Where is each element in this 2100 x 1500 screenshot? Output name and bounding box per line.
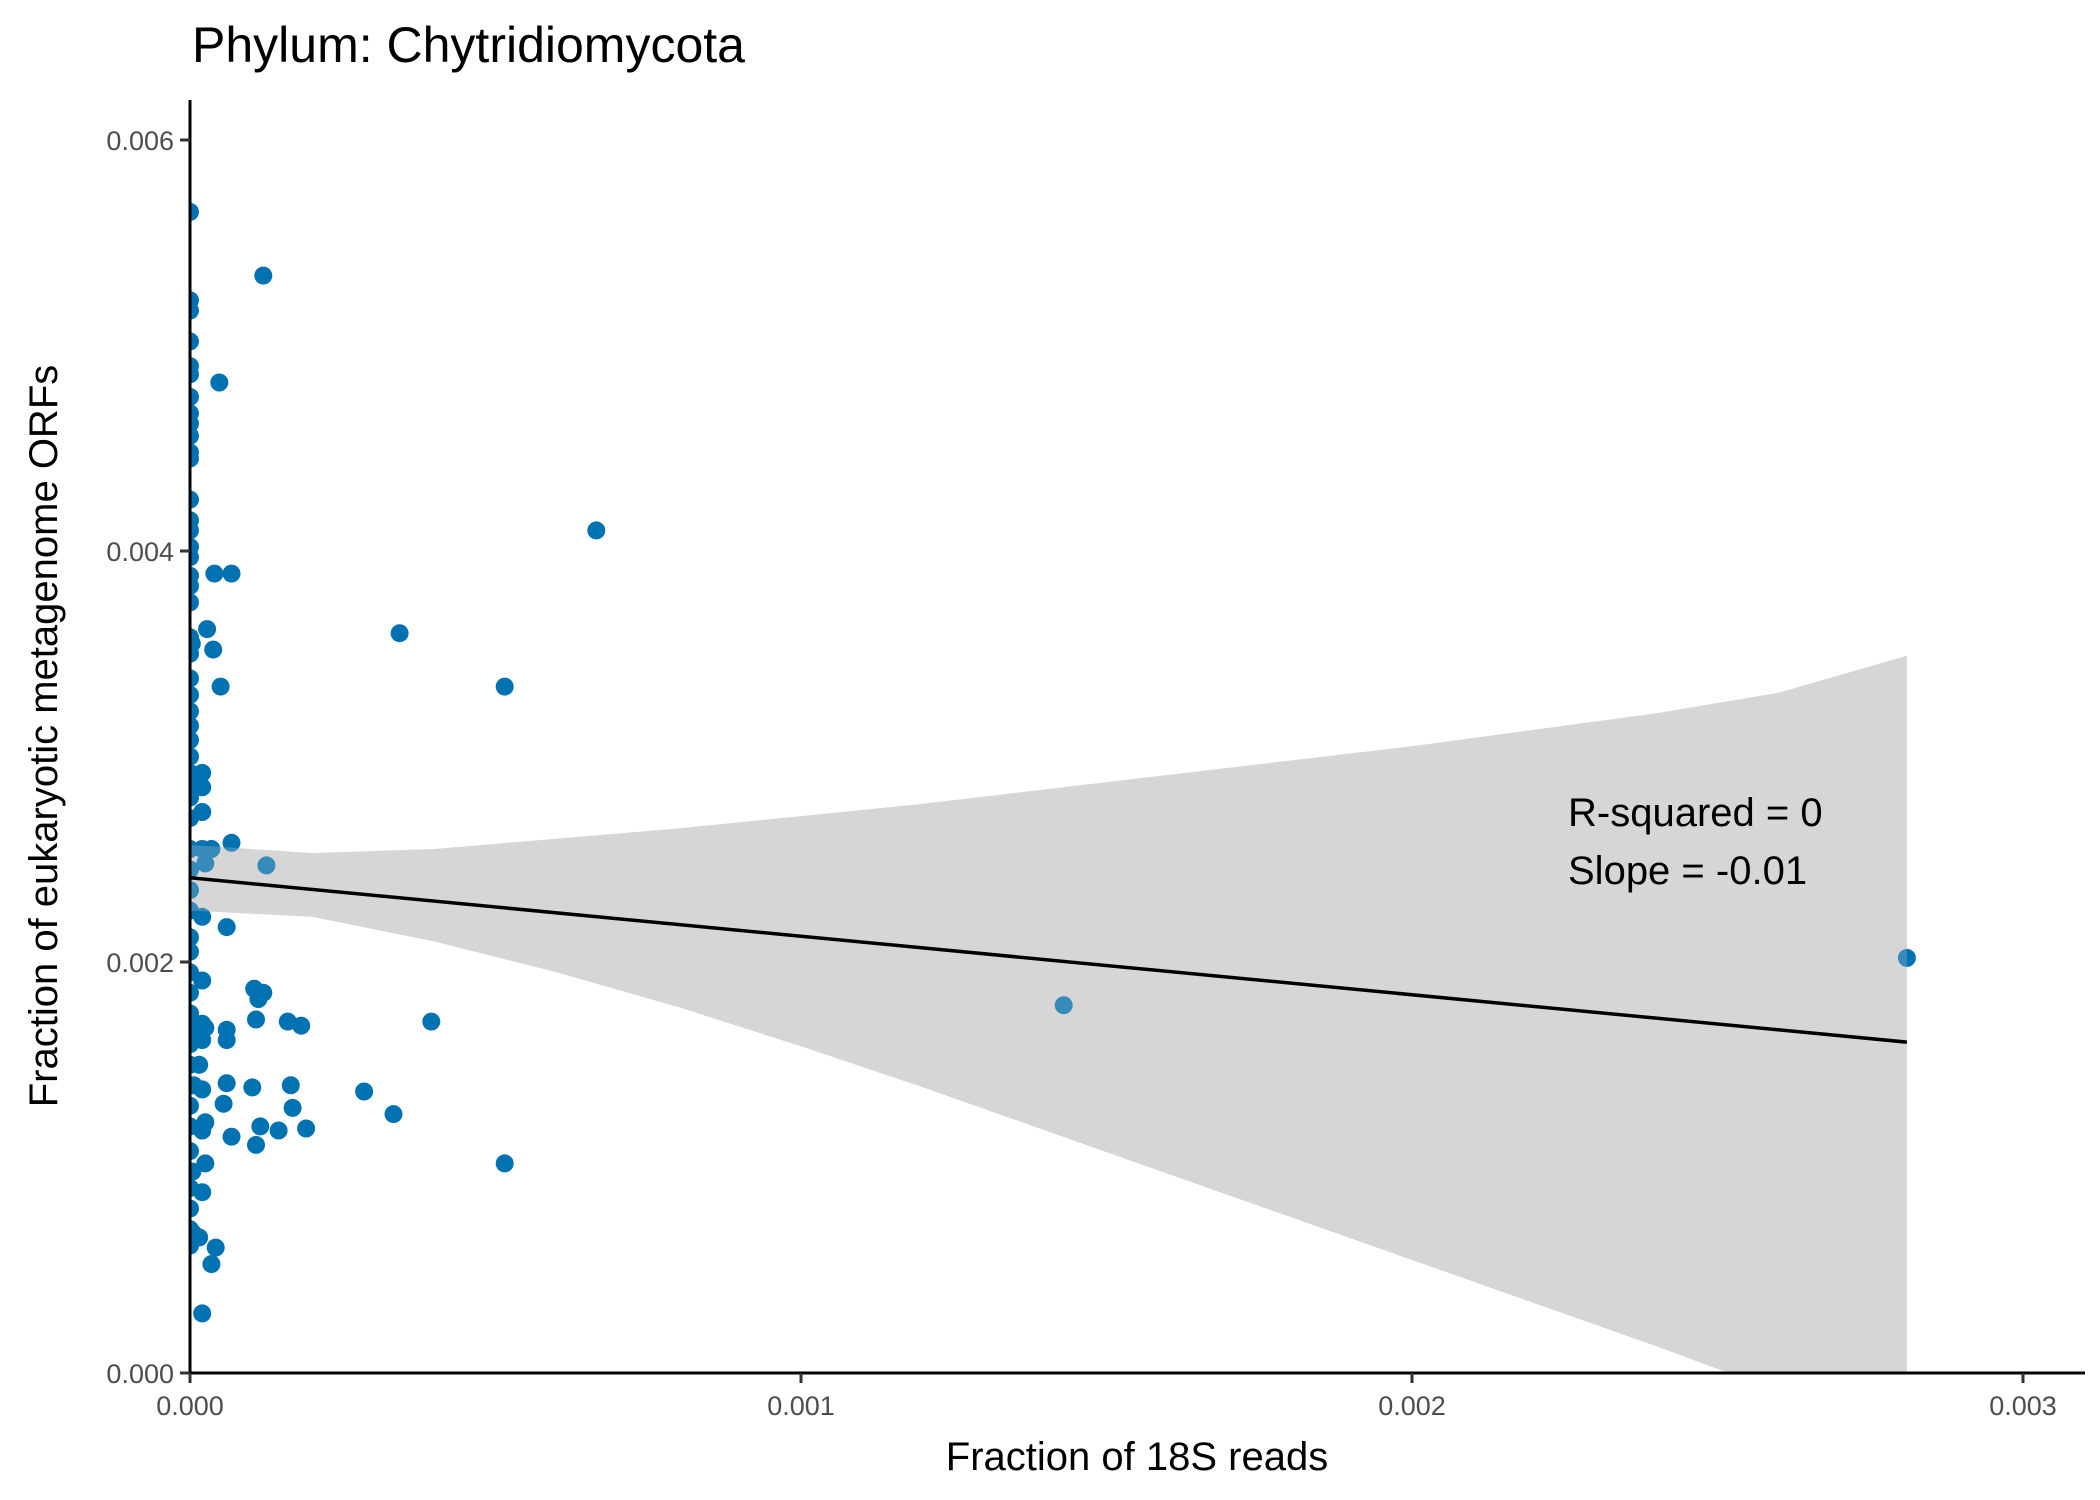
y-tick-label: 0.002 <box>106 948 174 978</box>
data-point <box>193 778 212 797</box>
data-point <box>495 677 514 696</box>
data-point <box>254 983 273 1002</box>
data-point <box>1897 948 1916 967</box>
data-point <box>193 803 212 821</box>
data-point <box>190 669 199 688</box>
data-point <box>217 1074 236 1093</box>
slope-annotation: Slope = -0.01 <box>1568 849 1807 893</box>
data-point <box>190 593 199 612</box>
data-point <box>190 301 199 320</box>
data-point <box>254 266 273 285</box>
data-point <box>422 1012 441 1031</box>
data-point <box>190 576 199 595</box>
data-point <box>190 634 201 653</box>
data-point <box>190 881 199 900</box>
data-point <box>281 1076 300 1095</box>
data-point <box>214 1094 233 1113</box>
data-point <box>190 387 199 406</box>
data-point <box>205 564 224 583</box>
r-squared-annotation: R-squared = 0 <box>1568 791 1823 835</box>
data-point <box>190 1228 209 1247</box>
confidence-band <box>190 655 1907 1373</box>
data-point <box>384 1105 403 1124</box>
data-point <box>198 620 217 639</box>
data-point <box>190 548 199 567</box>
data-point <box>1054 996 1073 1015</box>
data-point <box>206 1238 225 1257</box>
data-point <box>190 426 199 445</box>
y-axis-ticks: 0.000 0.002 0.004 0.006 <box>106 126 190 1389</box>
data-point <box>269 1121 288 1140</box>
data-point <box>193 971 212 990</box>
x-axis-ticks: 0.000 0.001 0.002 0.003 <box>156 1373 2057 1421</box>
data-point <box>193 1080 212 1099</box>
data-point <box>355 1082 374 1101</box>
data-point <box>222 833 241 852</box>
data-point <box>283 1098 302 1117</box>
data-point <box>217 1031 236 1050</box>
data-point <box>190 747 199 766</box>
data-point <box>196 854 215 873</box>
data-point <box>190 983 199 1002</box>
data-point <box>193 1121 212 1140</box>
y-tick-label: 0.004 <box>106 537 174 567</box>
data-point <box>251 1117 270 1136</box>
data-point <box>193 907 212 926</box>
y-axis-title: Fraction of eukaryotic metagenome ORFs <box>22 365 66 1108</box>
regression-line <box>190 876 1908 1044</box>
data-point <box>210 373 229 392</box>
chart-title: Phylum: Chytridiomycota <box>192 17 745 73</box>
data-point <box>390 624 409 643</box>
data-point <box>193 1031 212 1050</box>
data-point <box>190 1199 199 1218</box>
y-tick-label: 0.000 <box>106 1359 174 1389</box>
data-point <box>587 521 606 540</box>
data-point <box>190 1142 199 1161</box>
data-point <box>222 564 241 583</box>
data-point <box>202 1255 221 1274</box>
x-tick-label: 0.003 <box>1989 1391 2057 1421</box>
x-tick-label: 0.001 <box>767 1391 835 1421</box>
data-point <box>190 332 199 351</box>
data-point <box>193 763 212 782</box>
x-tick-label: 0.002 <box>1378 1391 1446 1421</box>
data-point <box>190 731 199 750</box>
confidence-band-overlay <box>190 655 1907 1373</box>
y-tick-label: 0.006 <box>106 126 174 156</box>
x-axis-title: Fraction of 18S reads <box>946 1435 1328 1479</box>
data-point <box>190 1055 209 1074</box>
data-point <box>193 1304 212 1323</box>
data-point <box>222 1127 241 1146</box>
data-point <box>190 521 199 540</box>
data-point <box>495 1154 514 1173</box>
data-point <box>190 716 199 735</box>
data-point <box>190 928 199 947</box>
data-point <box>204 640 223 659</box>
data-point <box>190 702 199 721</box>
data-point <box>211 677 230 696</box>
data-point <box>243 1078 262 1097</box>
data-points <box>190 202 1916 1323</box>
data-point <box>190 449 199 468</box>
data-point <box>196 1154 215 1173</box>
data-point <box>190 490 199 509</box>
data-point <box>247 1135 265 1154</box>
data-point <box>202 840 221 858</box>
data-point <box>190 1096 199 1115</box>
x-tick-label: 0.000 <box>156 1391 224 1421</box>
data-point <box>297 1119 316 1138</box>
data-point <box>190 685 199 704</box>
data-point <box>292 1016 311 1035</box>
data-point <box>190 202 199 221</box>
data-point <box>190 942 199 961</box>
data-point <box>217 918 236 937</box>
data-point <box>247 1010 265 1029</box>
data-point <box>190 365 199 384</box>
data-point <box>193 1183 212 1202</box>
data-point <box>257 856 276 875</box>
